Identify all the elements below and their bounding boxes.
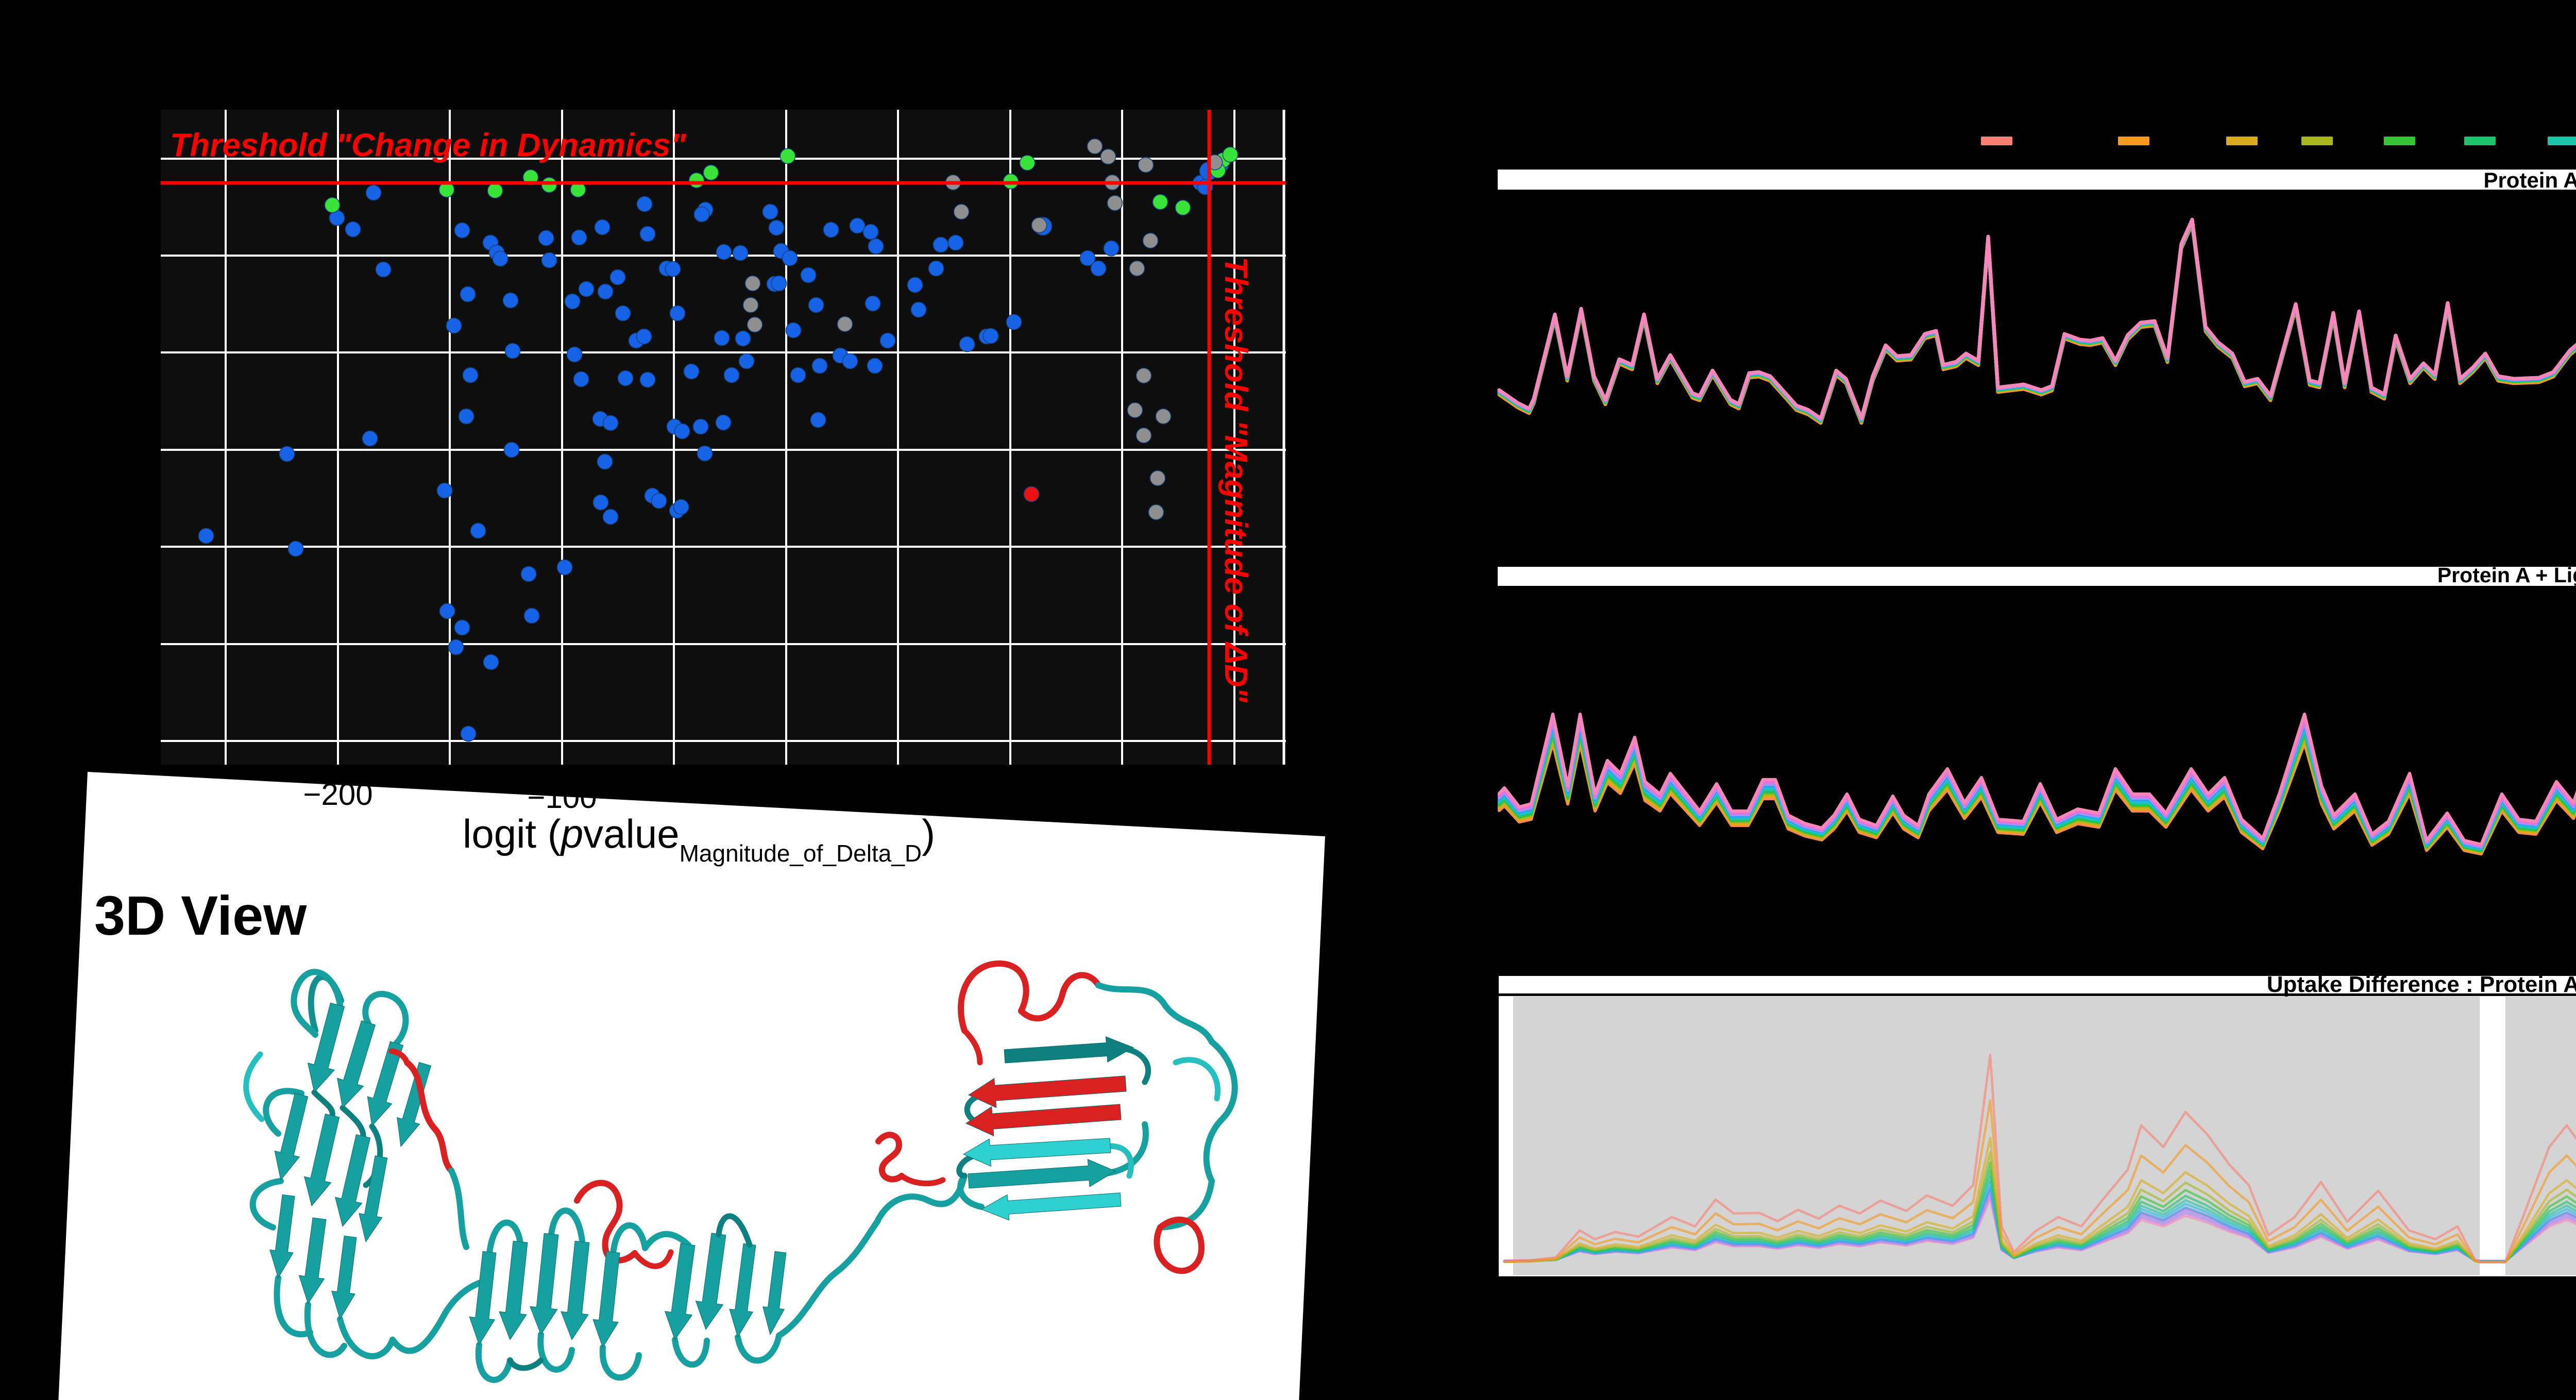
svg-text:Threshold "Magnitude of ΔD": Threshold "Magnitude of ΔD" [1218,257,1253,703]
svg-text:−200: −200 [303,777,372,812]
svg-text:3D View: 3D View [94,884,307,947]
svg-text:Threshold "Change in Dynamics": Threshold "Change in Dynamics" [170,127,687,163]
svg-text:Uptake Difference : Protein A: Uptake Difference : Protein A - (Protein… [2267,972,2576,997]
svg-text:Protein A: Protein A [2483,168,2576,192]
svg-text:Protein A + Ligand: Protein A + Ligand [2437,563,2576,587]
svg-text:−100: −100 [527,780,597,815]
